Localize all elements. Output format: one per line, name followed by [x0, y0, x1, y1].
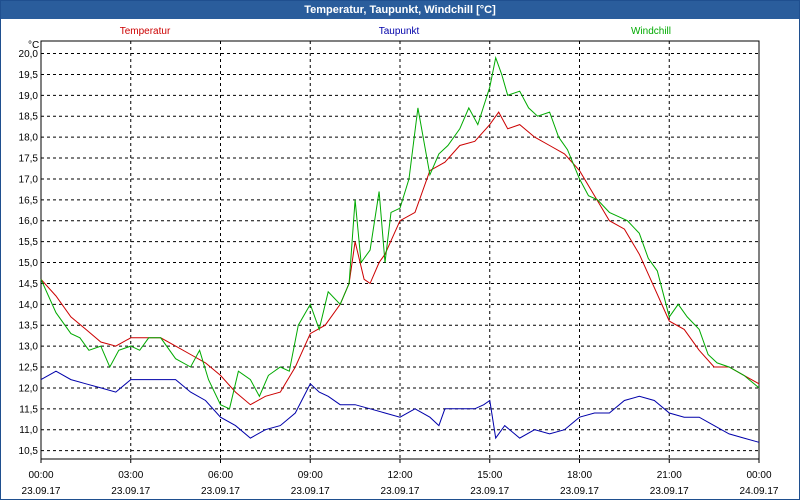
y-tick-label: 18,5: [19, 112, 39, 123]
legend: Temperatur Taupunkt Windchill: [120, 26, 671, 37]
series-line-taupunkt: [40, 370, 760, 443]
y-tick-label: 10,5: [19, 446, 39, 457]
y-tick-label: 12,0: [19, 383, 39, 394]
series-line-windchill: [40, 55, 760, 410]
x-tick-time: 21:00: [657, 470, 682, 481]
y-tick-label: 12,5: [19, 363, 39, 374]
x-tick-time: 15:00: [477, 470, 502, 481]
y-tick-label: 19,0: [19, 91, 39, 102]
y-tick-label: 16,5: [19, 195, 39, 206]
grid: [41, 41, 759, 459]
legend-temperatur: Temperatur: [120, 26, 171, 37]
x-tick-date: 23.09.17: [111, 486, 150, 497]
x-tick-time: 03:00: [118, 470, 143, 481]
y-tick-label: 11,5: [19, 404, 38, 415]
y-tick-label: 14,5: [19, 279, 39, 290]
x-tick-time: 00:00: [28, 470, 53, 481]
y-tick-label: 18,0: [19, 133, 39, 144]
y-tick-label: 15,0: [19, 258, 39, 269]
y-tick-label: 14,0: [19, 300, 39, 311]
y-tick-label: 16,0: [19, 216, 39, 227]
x-tick-date: 23.09.17: [201, 486, 240, 497]
x-tick-time: 09:00: [298, 470, 323, 481]
y-tick-label: 17,0: [19, 174, 39, 185]
y-tick-label: 15,5: [19, 237, 39, 248]
y-tick-label: 13,5: [19, 321, 39, 332]
y-tick-label: 13,0: [19, 342, 39, 353]
x-tick-time: 12:00: [387, 470, 412, 481]
x-tick-date: 24.09.17: [740, 486, 779, 497]
y-tick-label: 19,5: [19, 70, 39, 81]
series-line-temperatur: [40, 111, 760, 406]
x-tick-date: 23.09.17: [22, 486, 61, 497]
y-axis-label: °C: [28, 40, 39, 51]
y-axis: 10,5 11,0 11,5 12,0 12,5 13,0 13,5 14,0 14,5 15,0…: [19, 49, 39, 457]
x-tick-date: 23.09.17: [650, 486, 689, 497]
x-tick-time: 18:00: [567, 470, 592, 481]
y-tick-label: 17,5: [19, 154, 39, 165]
y-tick-label: 11,0: [19, 425, 38, 436]
x-tick-time: 06:00: [208, 470, 233, 481]
legend-windchill: Windchill: [631, 26, 671, 37]
x-tick-date: 23.09.17: [381, 486, 420, 497]
x-tick-date: 23.09.17: [560, 486, 599, 497]
window-title: Temperatur, Taupunkt, Windchill [°C]: [1, 1, 799, 19]
series-lines: [40, 55, 760, 443]
legend-taupunkt: Taupunkt: [379, 26, 420, 37]
y-tick-label: 20,0: [19, 49, 39, 60]
x-tick-time: 00:00: [746, 470, 771, 481]
x-tick-date: 23.09.17: [470, 486, 509, 497]
x-axis: 00:00 23.09.17 03:00 23.09.17 06:00 23.09.17 0…: [22, 459, 779, 497]
x-tick-date: 23.09.17: [291, 486, 330, 497]
